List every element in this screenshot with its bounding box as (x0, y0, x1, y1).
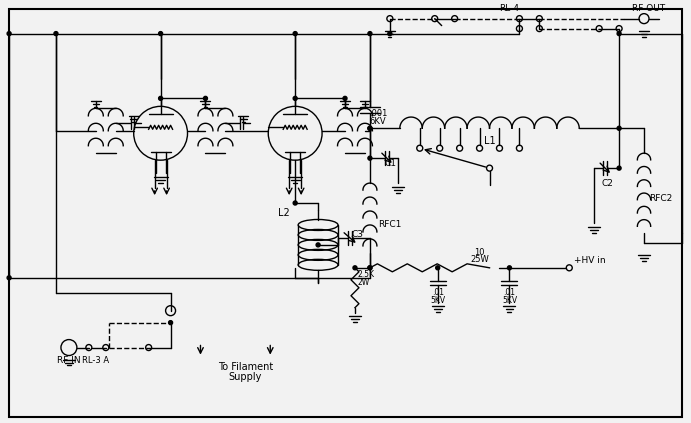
Circle shape (293, 201, 297, 205)
Text: RL-3 A: RL-3 A (82, 356, 109, 365)
Circle shape (368, 266, 372, 270)
Text: C2: C2 (601, 179, 613, 187)
Circle shape (507, 266, 511, 270)
Text: 2W: 2W (358, 278, 370, 287)
Text: .01: .01 (504, 288, 515, 297)
Circle shape (617, 126, 621, 130)
Circle shape (159, 96, 162, 100)
Text: L1: L1 (484, 136, 495, 146)
Text: +HV in: +HV in (574, 256, 606, 265)
Text: To Filament: To Filament (218, 363, 273, 373)
Text: Supply: Supply (229, 373, 262, 382)
Text: RFC2: RFC2 (649, 194, 672, 203)
Circle shape (368, 266, 372, 270)
Text: .01: .01 (432, 288, 444, 297)
Circle shape (293, 32, 297, 36)
Circle shape (203, 96, 207, 100)
Circle shape (7, 32, 11, 36)
Text: C1: C1 (385, 159, 397, 168)
Text: L2: L2 (278, 208, 290, 218)
Text: RFC1: RFC1 (378, 220, 401, 229)
Text: .001: .001 (369, 109, 387, 118)
Text: 10: 10 (474, 248, 485, 257)
Circle shape (368, 156, 372, 160)
Circle shape (388, 32, 392, 36)
Circle shape (169, 321, 173, 324)
Text: RF OUT: RF OUT (632, 4, 665, 13)
Text: C3: C3 (352, 231, 364, 239)
Text: 25W: 25W (470, 255, 489, 264)
Circle shape (343, 96, 347, 100)
Text: RF IN: RF IN (57, 356, 81, 365)
Text: 5KV: 5KV (502, 296, 517, 305)
Circle shape (368, 32, 372, 36)
Circle shape (293, 96, 297, 100)
Circle shape (617, 166, 621, 170)
Text: 2.5K: 2.5K (358, 270, 375, 279)
Circle shape (54, 32, 58, 36)
Circle shape (7, 276, 11, 280)
Text: RL-4: RL-4 (500, 4, 520, 13)
Circle shape (368, 126, 372, 130)
Circle shape (159, 32, 162, 36)
Text: 5KV: 5KV (430, 296, 445, 305)
Text: 6KV: 6KV (370, 117, 386, 126)
Circle shape (316, 243, 320, 247)
Circle shape (617, 32, 621, 36)
Circle shape (436, 266, 439, 270)
Circle shape (368, 126, 372, 130)
Circle shape (353, 266, 357, 270)
